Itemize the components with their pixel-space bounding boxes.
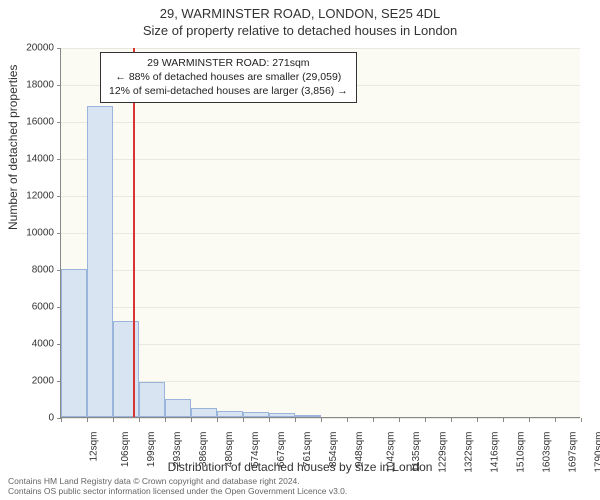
x-tick-mark [451, 418, 452, 422]
y-tick-label: 4000 [14, 339, 54, 350]
histogram-bar [87, 106, 113, 417]
grid-line [61, 122, 580, 123]
histogram-bar [139, 382, 165, 417]
title-line-2: Size of property relative to detached ho… [0, 23, 600, 40]
y-tick-label: 6000 [14, 302, 54, 313]
histogram-bar [269, 413, 295, 417]
x-tick-mark [399, 418, 400, 422]
x-tick-label: 761sqm [302, 432, 313, 468]
annotation-line: 12% of semi-detached houses are larger (… [109, 84, 348, 98]
y-tick-label: 20000 [14, 43, 54, 54]
title-line-1: 29, WARMINSTER ROAD, LONDON, SE25 4DL [0, 6, 600, 23]
x-tick-label: 1790sqm [594, 432, 600, 473]
y-tick-label: 18000 [14, 80, 54, 91]
y-tick-mark [57, 85, 61, 86]
x-tick-mark [165, 418, 166, 422]
y-tick-label: 16000 [14, 117, 54, 128]
reference-line [133, 48, 135, 417]
x-tick-mark [555, 418, 556, 422]
x-tick-mark [113, 418, 114, 422]
histogram-bar [165, 399, 191, 418]
x-tick-mark [529, 418, 530, 422]
histogram-bar [243, 412, 269, 417]
x-tick-mark [581, 418, 582, 422]
histogram-bar [113, 321, 139, 417]
histogram-bar [217, 411, 243, 417]
x-tick-mark [321, 418, 322, 422]
x-axis-label: Distribution of detached houses by size … [0, 460, 600, 474]
grid-line [61, 233, 580, 234]
x-tick-label: 1697sqm [568, 432, 579, 473]
y-tick-label: 8000 [14, 265, 54, 276]
x-tick-label: 1416sqm [490, 432, 501, 473]
annotation-line: 29 WARMINSTER ROAD: 271sqm [109, 56, 348, 70]
grid-line [61, 48, 580, 49]
x-tick-label: 1042sqm [386, 432, 397, 473]
x-tick-mark [269, 418, 270, 422]
y-tick-mark [57, 48, 61, 49]
footer-line-2: Contains OS public sector information li… [8, 486, 347, 496]
x-tick-label: 12sqm [89, 432, 100, 462]
x-tick-label: 854sqm [328, 432, 339, 468]
annotation-box: 29 WARMINSTER ROAD: 271sqm← 88% of detac… [100, 52, 357, 103]
footer-attribution: Contains HM Land Registry data © Crown c… [8, 476, 347, 496]
x-tick-label: 293sqm [172, 432, 183, 468]
x-tick-mark [139, 418, 140, 422]
chart-title-block: 29, WARMINSTER ROAD, LONDON, SE25 4DL Si… [0, 0, 600, 40]
histogram-bar [191, 408, 217, 417]
x-tick-label: 199sqm [146, 432, 157, 468]
x-tick-mark [503, 418, 504, 422]
x-tick-mark [425, 418, 426, 422]
y-tick-mark [57, 233, 61, 234]
x-tick-mark [87, 418, 88, 422]
y-tick-mark [57, 159, 61, 160]
x-tick-label: 480sqm [224, 432, 235, 468]
x-tick-mark [243, 418, 244, 422]
y-tick-label: 0 [14, 413, 54, 424]
footer-line-1: Contains HM Land Registry data © Crown c… [8, 476, 347, 486]
y-tick-mark [57, 122, 61, 123]
chart-area [60, 48, 580, 418]
x-tick-label: 1322sqm [464, 432, 475, 473]
x-tick-mark [61, 418, 62, 422]
annotation-line: ← 88% of detached houses are smaller (29… [109, 70, 348, 84]
x-tick-mark [191, 418, 192, 422]
x-tick-mark [373, 418, 374, 422]
x-tick-label: 386sqm [198, 432, 209, 468]
grid-line [61, 270, 580, 271]
grid-line [61, 307, 580, 308]
x-tick-label: 948sqm [354, 432, 365, 468]
x-tick-label: 574sqm [250, 432, 261, 468]
x-tick-mark [217, 418, 218, 422]
histogram-bar [61, 269, 87, 417]
histogram-bar [295, 415, 321, 417]
y-tick-label: 12000 [14, 191, 54, 202]
y-tick-mark [57, 196, 61, 197]
plot-area [60, 48, 580, 418]
y-tick-label: 2000 [14, 376, 54, 387]
grid-line [61, 196, 580, 197]
x-tick-mark [295, 418, 296, 422]
x-tick-mark [347, 418, 348, 422]
x-tick-label: 1135sqm [411, 432, 422, 472]
x-tick-label: 1603sqm [542, 432, 553, 473]
y-tick-label: 10000 [14, 228, 54, 239]
x-tick-label: 1510sqm [516, 432, 527, 473]
x-tick-label: 106sqm [120, 432, 131, 468]
x-tick-label: 1229sqm [438, 432, 449, 473]
grid-line [61, 159, 580, 160]
y-tick-label: 14000 [14, 154, 54, 165]
x-tick-mark [477, 418, 478, 422]
x-tick-label: 667sqm [276, 432, 287, 468]
